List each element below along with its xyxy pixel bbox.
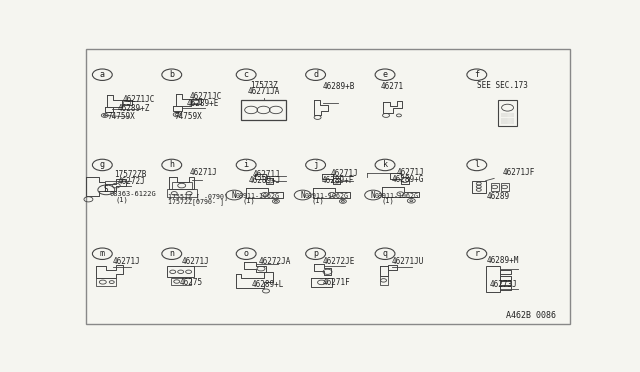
Text: N: N [232, 190, 237, 199]
Text: p: p [313, 249, 318, 258]
Text: N: N [300, 190, 305, 199]
Text: 46289+M: 46289+M [486, 256, 519, 264]
Text: 46271JF: 46271JF [502, 168, 535, 177]
Text: q: q [383, 249, 388, 258]
Text: 46271JA: 46271JA [247, 87, 280, 96]
Text: 46271JU: 46271JU [392, 257, 424, 266]
Text: 46273J: 46273J [489, 280, 517, 289]
Bar [491, 183, 499, 191]
Text: 17572Z[0790- ]: 17572Z[0790- ] [168, 198, 224, 205]
Text: 17573Z: 17573Z [250, 81, 277, 90]
Text: 46275: 46275 [179, 279, 202, 288]
Text: j: j [313, 160, 318, 169]
Text: b: b [169, 70, 174, 79]
FancyBboxPatch shape [86, 49, 570, 324]
Bar [171, 278, 191, 285]
Text: o: o [244, 249, 249, 258]
Text: N: N [371, 190, 376, 199]
Bar [96, 278, 116, 286]
Text: l: l [474, 160, 479, 169]
Text: 46289+B: 46289+B [323, 82, 355, 91]
Text: 46271JC: 46271JC [190, 92, 223, 101]
Text: 46272JA: 46272JA [259, 257, 291, 266]
Text: 46271J: 46271J [330, 169, 358, 178]
Text: g: g [100, 160, 105, 169]
Bar [472, 181, 486, 193]
Text: m: m [100, 249, 105, 258]
Text: k: k [383, 160, 388, 169]
Text: (1): (1) [311, 197, 324, 204]
Bar [167, 266, 194, 277]
Text: 46271J: 46271J [253, 170, 280, 179]
Text: 17551Z [ -0790]: 17551Z [ -0790] [168, 193, 228, 200]
Text: 46271J: 46271J [396, 168, 424, 177]
Bar [380, 276, 388, 285]
Bar [241, 100, 286, 120]
Text: 46289+L: 46289+L [252, 280, 285, 289]
Bar [167, 189, 196, 197]
Text: 46271J: 46271J [190, 169, 218, 177]
Text: (1): (1) [381, 197, 394, 204]
Text: 46271F: 46271F [323, 279, 351, 288]
Text: SEE SEC.173: SEE SEC.173 [477, 81, 528, 90]
Text: A462B 0086: A462B 0086 [506, 311, 556, 320]
Text: 46271JC: 46271JC [122, 94, 154, 103]
Text: 46272JE: 46272JE [323, 257, 355, 266]
Text: f: f [474, 70, 479, 79]
Bar [123, 101, 130, 104]
Bar [486, 266, 500, 292]
Text: e: e [383, 70, 388, 79]
Text: 46289+J: 46289+J [249, 176, 281, 185]
Text: n: n [169, 249, 174, 258]
Text: a: a [100, 70, 105, 79]
Text: 46271J: 46271J [112, 257, 140, 266]
Text: r: r [474, 249, 479, 258]
Text: 08911-1062G: 08911-1062G [374, 193, 419, 199]
Text: 46272J: 46272J [117, 177, 145, 186]
Text: h: h [169, 160, 174, 169]
Text: 08911-1062G: 08911-1062G [304, 193, 348, 199]
Text: 46271J: 46271J [182, 257, 209, 266]
Text: 46289+G: 46289+G [392, 175, 424, 184]
Bar [191, 100, 198, 103]
Bar [172, 182, 191, 189]
Text: i: i [244, 160, 249, 169]
Text: c: c [244, 70, 249, 79]
Text: 08911-1062G: 08911-1062G [236, 193, 280, 199]
Text: 46289+E: 46289+E [187, 99, 219, 108]
Bar [498, 100, 518, 126]
Text: 46289+F: 46289+F [322, 176, 355, 185]
Text: (1): (1) [243, 197, 255, 204]
Text: 46289+Z: 46289+Z [117, 104, 150, 113]
Text: 17572ZB: 17572ZB [114, 170, 146, 179]
Text: 74759X: 74759X [174, 112, 202, 121]
Text: S: S [104, 185, 109, 194]
Bar [500, 183, 509, 191]
Text: (1): (1) [116, 196, 129, 203]
Text: 08363-6122G: 08363-6122G [110, 192, 157, 198]
Text: 46271: 46271 [381, 82, 404, 91]
Text: 74759X: 74759X [108, 112, 135, 121]
Text: d: d [313, 70, 318, 79]
Text: 46289: 46289 [486, 192, 510, 201]
